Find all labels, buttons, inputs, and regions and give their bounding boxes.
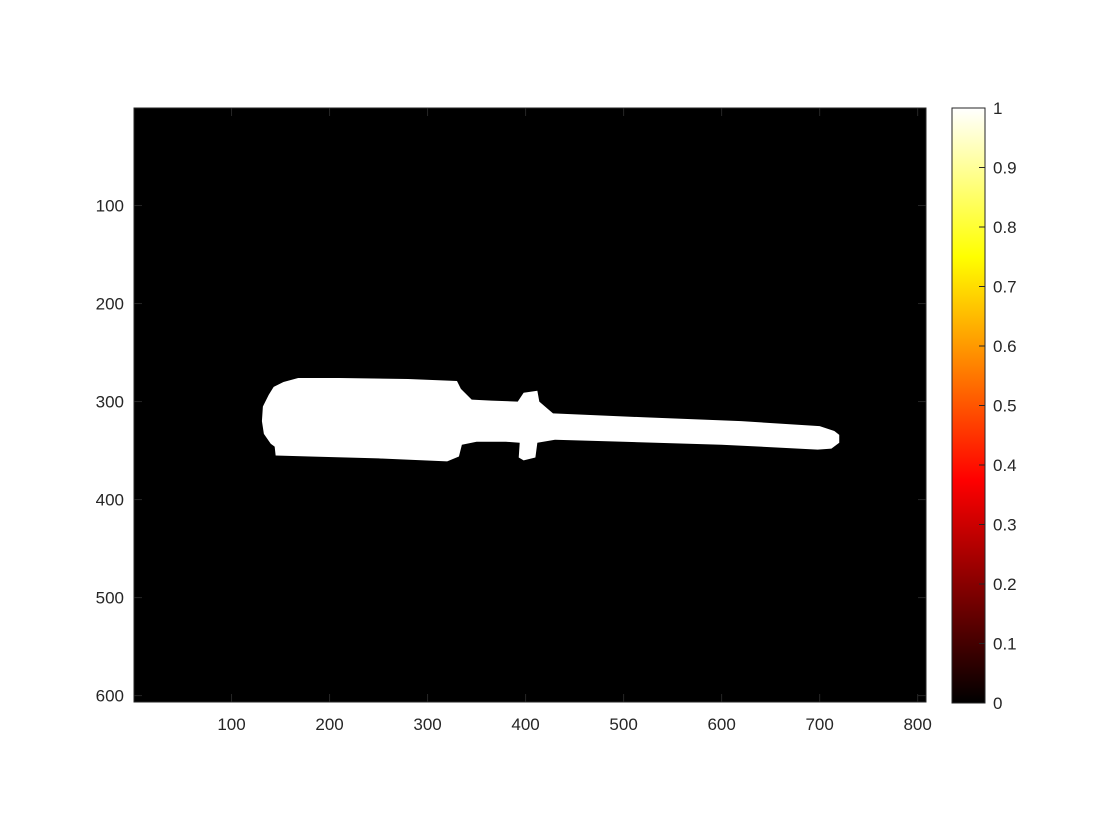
foreground-shape-screwdriver [261,378,840,462]
x-tick-label: 700 [805,715,833,734]
colorbar-tick-label: 0.6 [993,337,1017,356]
x-tick-label: 600 [707,715,735,734]
colorbar-tick-label: 0.1 [993,635,1017,654]
colorbar-tick-label: 0.9 [993,159,1017,178]
colorbar-tick-label: 0.5 [993,397,1017,416]
colorbar-tick-label: 0.4 [993,456,1017,475]
x-tick-label: 800 [903,715,931,734]
y-axis: 100 200 300 400 500 600 [96,197,926,706]
y-tick-label: 600 [96,687,124,706]
plot-frame [133,107,927,703]
y-tick-label: 500 [96,589,124,608]
y-tick-label: 400 [96,491,124,510]
colorbar-tick-label: 0.3 [993,516,1017,535]
x-tick-label: 300 [413,715,441,734]
colorbar-axis: 0 0.1 0.2 0.3 0.4 0.5 0.6 0.7 0.8 0.9 1 [979,99,1017,713]
colorbar-tick-label: 0.2 [993,575,1017,594]
y-tick-label: 200 [96,295,124,314]
colorbar-tick-label: 0.7 [993,278,1017,297]
colorbar: 0 0.1 0.2 0.3 0.4 0.5 0.6 0.7 0.8 0.9 1 [951,99,1017,713]
colorbar-tick-label: 1 [993,99,1002,118]
y-tick-label: 100 [96,197,124,216]
x-tick-label: 100 [217,715,245,734]
image-axes: 100 200 300 400 500 600 700 800 100 200 300 400 500… [96,107,932,734]
x-tick-label: 200 [315,715,343,734]
x-axis: 100 200 300 400 500 600 700 800 [217,108,932,734]
colorbar-tick-label: 0 [993,694,1002,713]
x-tick-label: 400 [511,715,539,734]
x-tick-label: 500 [609,715,637,734]
colorbar-tick-label: 0.8 [993,218,1017,237]
y-tick-label: 300 [96,393,124,412]
